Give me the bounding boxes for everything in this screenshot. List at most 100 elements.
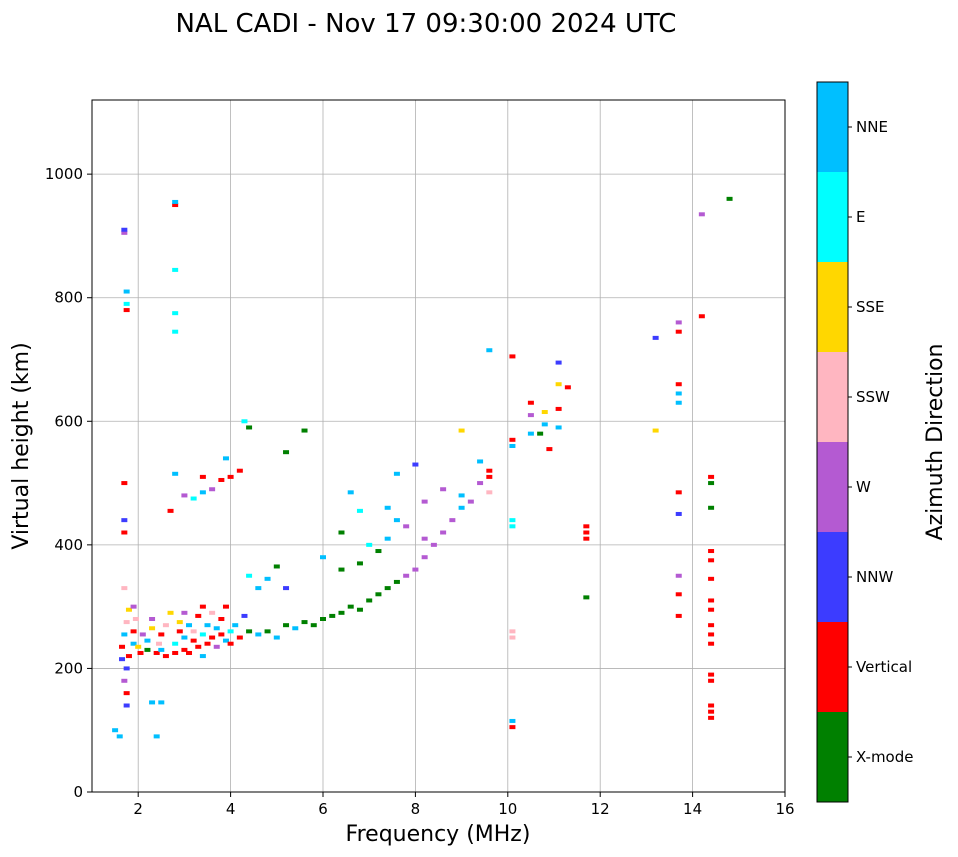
echo-points bbox=[112, 196, 733, 739]
echo-point bbox=[527, 400, 534, 405]
echo-point bbox=[509, 524, 516, 529]
echo-point bbox=[209, 487, 216, 492]
echo-point bbox=[144, 647, 151, 652]
colorbar-label: NNW bbox=[856, 568, 893, 586]
echo-point bbox=[527, 413, 534, 418]
echo-point bbox=[190, 496, 197, 501]
colorbar-label: NNE bbox=[856, 118, 888, 136]
echo-point bbox=[162, 623, 169, 628]
echo-point bbox=[222, 456, 229, 461]
echo-point bbox=[486, 490, 493, 495]
echo-point bbox=[121, 678, 128, 683]
echo-point bbox=[421, 555, 428, 560]
echo-point bbox=[384, 536, 391, 541]
echo-point bbox=[356, 607, 363, 612]
echo-point bbox=[209, 610, 216, 615]
echo-point bbox=[155, 641, 162, 646]
echo-point bbox=[384, 505, 391, 510]
echo-point bbox=[555, 382, 562, 387]
colorbar-label: Vertical bbox=[856, 658, 912, 676]
echo-point bbox=[347, 604, 354, 609]
echo-point bbox=[236, 635, 243, 640]
echo-point bbox=[726, 196, 733, 201]
echo-point bbox=[186, 650, 193, 655]
echo-point bbox=[541, 422, 548, 427]
echo-point bbox=[130, 629, 137, 634]
colorbar-frame bbox=[816, 81, 849, 803]
echo-point bbox=[246, 629, 253, 634]
echo-point bbox=[125, 607, 132, 612]
echo-point bbox=[458, 505, 465, 510]
echo-point bbox=[176, 620, 183, 625]
echo-point bbox=[227, 641, 234, 646]
echo-point bbox=[123, 703, 130, 708]
echo-point bbox=[213, 644, 220, 649]
echo-point bbox=[477, 481, 484, 486]
echo-point bbox=[509, 725, 516, 730]
echo-point bbox=[698, 212, 705, 217]
echo-point bbox=[458, 428, 465, 433]
echo-point bbox=[509, 518, 516, 523]
echo-point bbox=[675, 400, 682, 405]
echo-point bbox=[555, 406, 562, 411]
echo-point bbox=[172, 471, 179, 476]
x-tick-label: 2 bbox=[133, 800, 143, 818]
colorbar-segment bbox=[817, 712, 848, 802]
echo-point bbox=[708, 598, 715, 603]
echo-point bbox=[167, 610, 174, 615]
echo-point bbox=[449, 518, 456, 523]
echo-point bbox=[121, 632, 128, 637]
echo-point bbox=[218, 477, 225, 482]
echo-point bbox=[195, 613, 202, 618]
echo-point bbox=[421, 499, 428, 504]
echo-point bbox=[181, 647, 188, 652]
echo-point bbox=[708, 558, 715, 563]
echo-point bbox=[583, 536, 590, 541]
echo-point bbox=[195, 644, 202, 649]
echo-point bbox=[181, 635, 188, 640]
echo-point bbox=[338, 530, 345, 535]
colorbar-label: SSW bbox=[856, 388, 890, 406]
echo-point bbox=[172, 329, 179, 334]
echo-point bbox=[232, 623, 239, 628]
echo-point bbox=[708, 623, 715, 628]
echo-point bbox=[375, 592, 382, 597]
echo-point bbox=[116, 734, 123, 739]
echo-point bbox=[329, 613, 336, 618]
echo-point bbox=[121, 586, 128, 591]
echo-point bbox=[132, 617, 139, 621]
echo-point bbox=[273, 635, 280, 640]
echo-point bbox=[273, 564, 280, 569]
echo-point bbox=[338, 610, 345, 615]
colorbar-segment bbox=[817, 442, 848, 532]
echo-point bbox=[440, 530, 447, 535]
echo-point bbox=[708, 715, 715, 720]
echo-point bbox=[486, 468, 493, 473]
echo-point bbox=[384, 586, 391, 591]
echo-point bbox=[486, 474, 493, 479]
echo-point bbox=[675, 573, 682, 578]
echo-point bbox=[227, 474, 234, 479]
echo-point bbox=[708, 607, 715, 612]
echo-point bbox=[310, 623, 317, 628]
colorbar-segment bbox=[817, 172, 848, 262]
echo-point bbox=[121, 230, 128, 235]
echo-point bbox=[149, 700, 156, 705]
echo-point bbox=[393, 579, 400, 584]
echo-point bbox=[283, 450, 290, 455]
echo-point bbox=[555, 425, 562, 430]
echo-point bbox=[199, 632, 206, 637]
echo-point bbox=[708, 709, 715, 714]
echo-point bbox=[509, 444, 516, 448]
echo-point bbox=[708, 549, 715, 554]
echo-point bbox=[467, 499, 474, 504]
echo-point bbox=[204, 623, 211, 628]
echo-point bbox=[181, 493, 188, 498]
echo-point bbox=[172, 641, 179, 646]
echo-point bbox=[190, 629, 197, 634]
echo-point bbox=[675, 490, 682, 495]
echo-point bbox=[153, 650, 160, 655]
echo-point bbox=[347, 490, 354, 495]
echo-point bbox=[283, 623, 290, 628]
echo-point bbox=[708, 678, 715, 683]
